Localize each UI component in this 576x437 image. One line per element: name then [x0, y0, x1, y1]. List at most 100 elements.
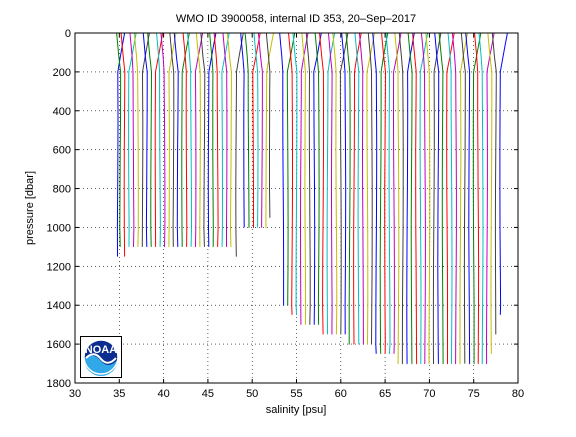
salinity-profile — [419, 32, 429, 365]
salinity-profile — [116, 32, 122, 247]
x-tick-label: 80 — [512, 388, 524, 400]
x-tick-label: 70 — [423, 388, 435, 400]
x-tick-label: 50 — [246, 388, 258, 400]
y-tick-label: 0 — [65, 28, 71, 40]
salinity-profile — [412, 32, 418, 365]
y-tick-label: 600 — [53, 145, 71, 157]
salinity-profile — [292, 32, 298, 315]
salinity-profile — [265, 32, 274, 228]
salinity-profile — [434, 32, 440, 365]
salinity-profile — [474, 32, 480, 365]
salinity-profile — [257, 32, 263, 228]
salinity-profile — [447, 32, 453, 365]
salinity-profile — [332, 32, 338, 335]
x-tick-label: 65 — [379, 388, 391, 400]
y-tick-label: 1200 — [47, 261, 71, 273]
salinity-profile — [379, 32, 389, 354]
salinity-profile — [491, 32, 497, 335]
y-tick-label: 800 — [53, 184, 71, 196]
y-tick-label: 200 — [53, 67, 71, 79]
salinity-profile — [381, 32, 387, 354]
salinity-profile — [253, 32, 259, 228]
salinity-profile — [438, 32, 444, 365]
salinity-profile — [120, 32, 126, 257]
chart-title: WMO ID 3900058, internal ID 353, 20–Sep–… — [176, 13, 416, 25]
salinity-profile — [319, 32, 324, 335]
salinity-profile — [169, 32, 175, 247]
salinity-profile — [133, 32, 139, 247]
salinity-profile — [372, 32, 378, 354]
salinity-profile — [353, 32, 362, 345]
y-tick-label: 1400 — [47, 300, 71, 312]
salinity-profile — [240, 32, 245, 228]
salinity-profile — [301, 32, 307, 325]
salinity-profile — [221, 32, 230, 247]
salinity-profile — [354, 32, 360, 345]
noaa-logo-icon: NOAA — [83, 339, 119, 376]
tick-layer: 30 35 40 45 50 55 60 65 70 75 80020040060080010001… — [47, 28, 525, 400]
salinity-profile — [407, 32, 413, 365]
salinity-profile — [168, 32, 177, 247]
salinity-profile — [226, 32, 232, 247]
x-tick-label: 35 — [113, 388, 125, 400]
salinity-profile — [147, 32, 153, 247]
salinity-profile — [345, 32, 351, 345]
salinity-profile — [173, 32, 179, 247]
salinity-profile — [235, 32, 244, 257]
salinity-profile — [358, 32, 364, 345]
salinity-profile — [366, 32, 375, 345]
salinity-profile — [286, 32, 296, 306]
y-tick-label: 1800 — [47, 378, 71, 390]
x-tick-label: 55 — [290, 388, 302, 400]
salinity-profile — [200, 32, 206, 247]
salinity-profile — [213, 32, 219, 247]
salinity-profile — [327, 32, 333, 335]
salinity-profile — [154, 32, 164, 247]
salinity-profile — [499, 32, 508, 315]
salinity-profile — [339, 32, 349, 335]
salinity-profile — [420, 32, 426, 365]
y-tick-label: 1000 — [47, 222, 71, 234]
salinity-profile — [460, 32, 466, 364]
y-tick-label: 1600 — [47, 339, 71, 351]
salinity-profile — [459, 32, 468, 365]
x-axis-label: salinity [psu] — [266, 404, 327, 416]
salinity-profile — [314, 32, 320, 325]
y-tick-label: 400 — [53, 106, 71, 118]
x-tick-label: 75 — [468, 388, 480, 400]
x-tick-label: 30 — [69, 388, 81, 400]
salinity-profile — [472, 32, 482, 365]
salinity-profile — [465, 32, 471, 365]
salinity-profile — [425, 32, 431, 365]
y-axis-label: pressure [dbar] — [24, 171, 36, 245]
salinity-profile — [313, 32, 322, 325]
salinity-profile — [279, 32, 285, 306]
profile-layer — [116, 32, 508, 365]
salinity-profile — [142, 32, 148, 247]
salinity-profile — [326, 32, 336, 335]
salinity-profile — [207, 32, 217, 247]
salinity-profile — [187, 32, 193, 247]
salinity-profile — [156, 32, 161, 247]
salinity-profile — [252, 32, 261, 228]
salinity-profile — [299, 32, 309, 325]
salinity-profile — [194, 32, 204, 247]
salinity-profile — [451, 32, 457, 365]
salinity-profile — [485, 32, 495, 365]
salinity-profile — [398, 32, 404, 365]
salinity-profile — [487, 32, 493, 354]
salinity-profile — [265, 32, 271, 218]
salinity-profile — [160, 32, 166, 247]
salinity-profile — [478, 32, 484, 365]
salinity-profile — [222, 32, 228, 247]
salinity-profile — [182, 32, 188, 247]
salinity-profile — [141, 32, 150, 247]
salinity-profile — [406, 32, 415, 365]
salinity-profile — [385, 32, 391, 354]
salinity-profile — [432, 32, 442, 365]
salinity-profile — [393, 32, 402, 354]
salinity-profile — [181, 32, 190, 247]
salinity-profile — [394, 32, 400, 365]
